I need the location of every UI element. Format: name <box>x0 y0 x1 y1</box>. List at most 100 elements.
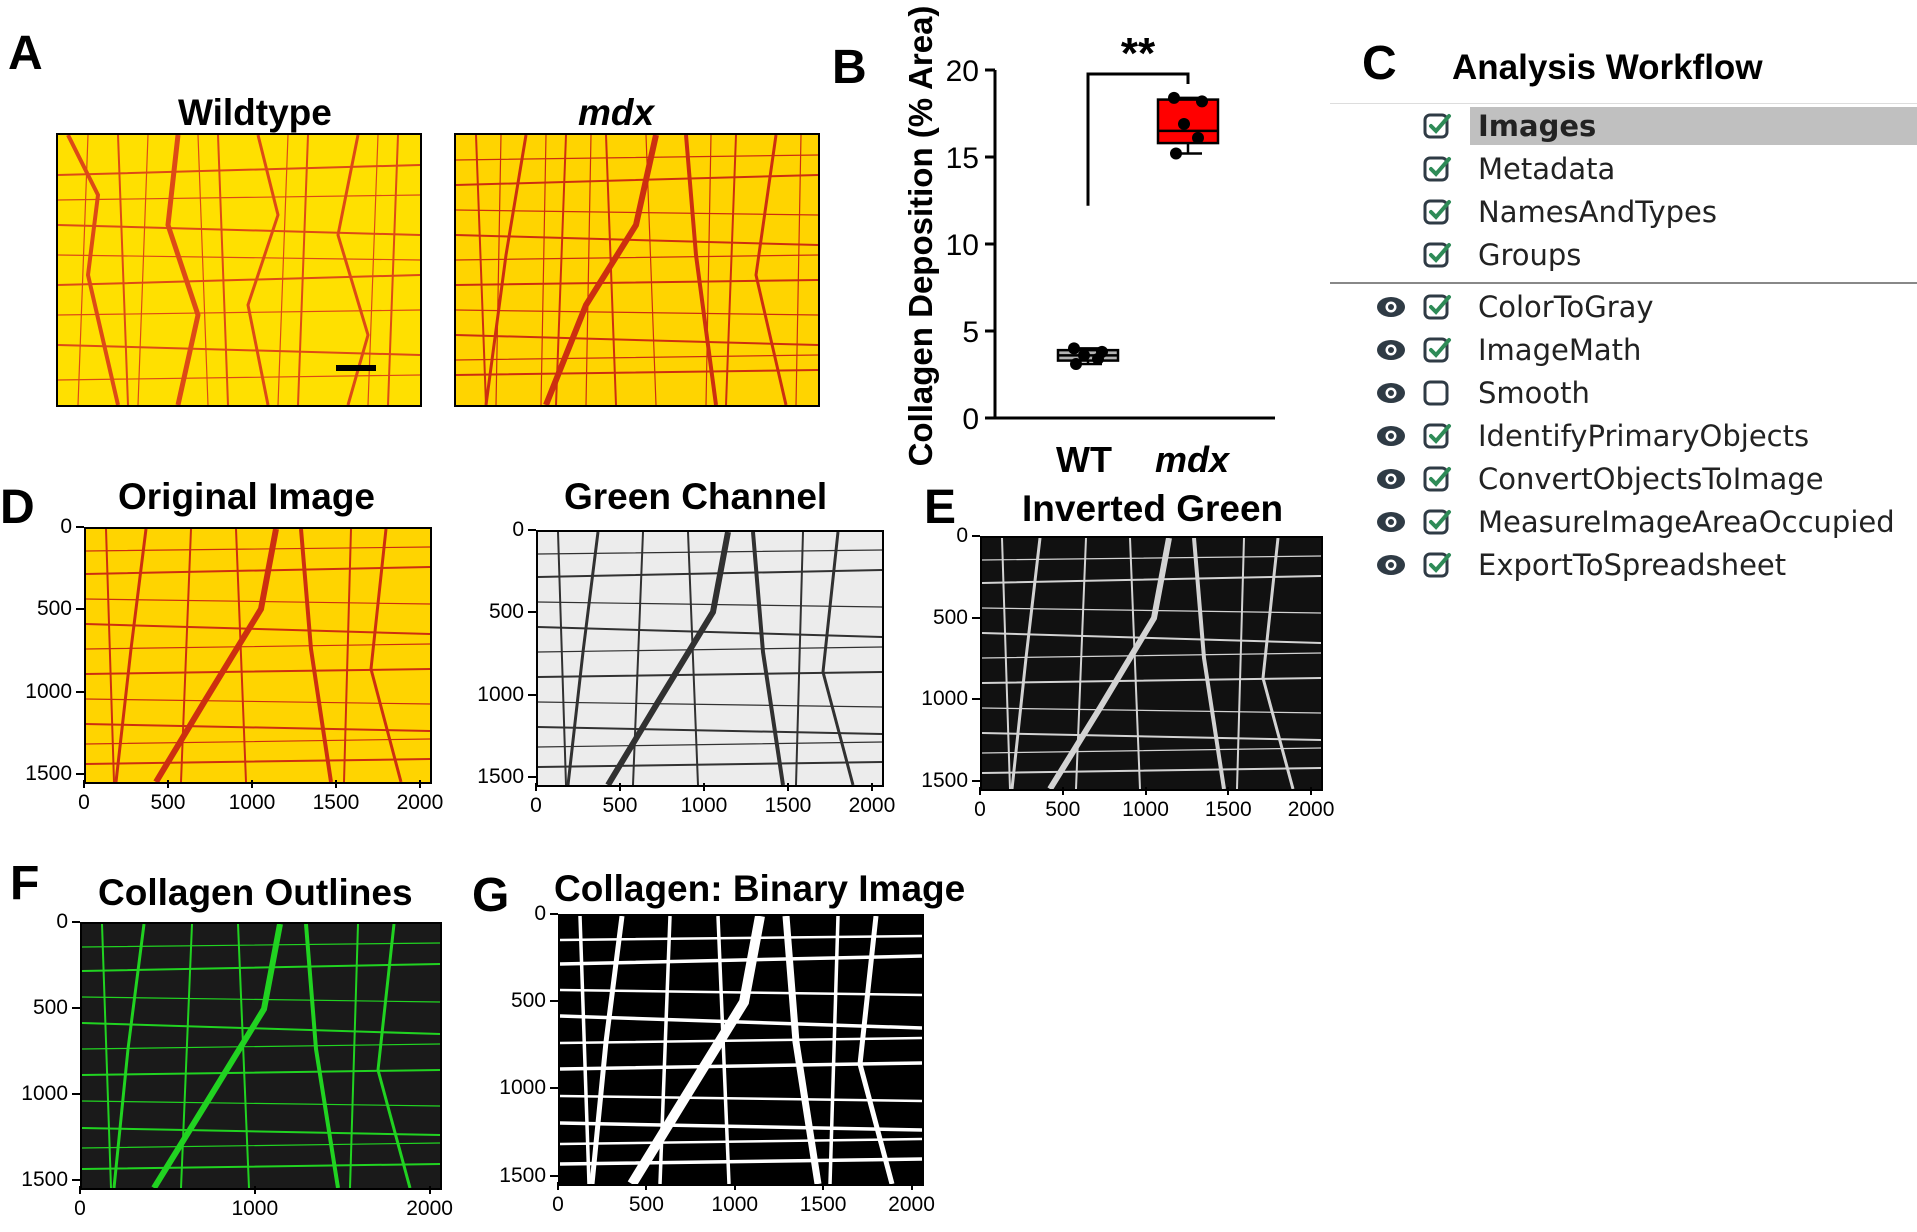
module-identifyprimaryobjects[interactable]: IdentifyPrimaryObjects <box>1330 415 1917 457</box>
original-xtick-mark <box>418 780 421 788</box>
green-xtick-mark <box>535 783 537 791</box>
panel-letter-a: A <box>8 27 43 80</box>
inverted-xtick-mark <box>1227 787 1230 795</box>
WT-point <box>1096 345 1108 358</box>
checkbox-checked-icon[interactable] <box>1422 154 1452 184</box>
y-tick-label: 20 <box>946 55 979 88</box>
binary-image-texture <box>560 916 922 1184</box>
eye-icon[interactable] <box>1376 380 1406 406</box>
outlines-ytick-mark <box>72 921 80 923</box>
panel-letter-c: C <box>1362 37 1397 90</box>
y-tick-label: 0 <box>962 403 979 436</box>
checkbox-checked-icon[interactable] <box>1422 421 1452 451</box>
binary-ytick-mark <box>550 1000 558 1003</box>
binary-xtick-mark <box>910 1182 913 1190</box>
mdx-point <box>1192 131 1204 144</box>
eye-icon[interactable] <box>1376 466 1406 492</box>
panel-letter-e: E <box>924 481 957 534</box>
checkbox-checked-icon[interactable] <box>1422 550 1452 580</box>
module-convertobjectstoimage[interactable]: ConvertObjectsToImage <box>1330 458 1917 500</box>
mdx-point <box>1196 95 1208 108</box>
outlines-xtick-mark <box>253 1186 256 1194</box>
inverted-xtick-label: 2000 <box>1287 798 1335 821</box>
module-label: Groups <box>1478 238 1582 272</box>
module-metadata[interactable]: Metadata <box>1330 148 1917 190</box>
inverted-green-title: Inverted Green <box>1022 488 1284 529</box>
significance-bracket <box>1086 72 1190 206</box>
binary-xtick-label: 1500 <box>799 1193 847 1216</box>
binary-ytick-mark <box>550 913 558 915</box>
original-xtick-mark <box>83 780 85 788</box>
checkbox-checked-icon[interactable] <box>1422 111 1452 141</box>
y-tick-label: 15 <box>946 142 979 175</box>
green-xtick-label: 2000 <box>848 794 896 817</box>
mdx-point <box>1178 117 1190 130</box>
green-ytick-label: 500 <box>488 600 524 624</box>
workflow-section-divider <box>1330 282 1917 284</box>
eye-icon[interactable] <box>1376 337 1406 363</box>
module-label: ImageMath <box>1478 333 1642 367</box>
eye-icon[interactable] <box>1376 552 1406 578</box>
outlines-xtick-label: 1000 <box>231 1197 279 1220</box>
WT-point <box>1078 349 1090 362</box>
checkbox-checked-icon[interactable] <box>1422 507 1452 537</box>
original-xtick-mark <box>334 780 337 788</box>
original-xtick-label: 500 <box>150 791 186 814</box>
green-xtick-label: 1500 <box>764 794 812 817</box>
original-ytick-label: 1000 <box>25 679 72 703</box>
green-ytick-mark <box>528 611 536 614</box>
original-xtick-label: 2000 <box>396 791 444 814</box>
checkbox-checked-icon[interactable] <box>1422 240 1452 270</box>
module-groups[interactable]: Groups <box>1330 234 1917 276</box>
eye-icon[interactable] <box>1376 423 1406 449</box>
panel-letter-g: G <box>472 869 510 922</box>
checkbox-unchecked-icon[interactable] <box>1422 378 1452 408</box>
y-tick-label: 5 <box>962 316 979 349</box>
module-label: MeasureImageAreaOccupied <box>1478 505 1895 539</box>
mdx-category-label: mdx <box>1155 439 1231 480</box>
binary-image-plot <box>558 914 924 1186</box>
module-images[interactable]: Images <box>1330 105 1917 147</box>
green-ytick-label: 1500 <box>477 765 524 789</box>
outlines-ytick-label: 1500 <box>21 1167 68 1191</box>
module-measureimageareaoccupied[interactable]: MeasureImageAreaOccupied <box>1330 501 1917 543</box>
green-channel-texture <box>538 532 882 785</box>
green-xtick-mark <box>702 783 705 791</box>
checkbox-checked-icon[interactable] <box>1422 464 1452 494</box>
wildtype-tissue-texture <box>58 135 420 405</box>
mdx-title: mdx <box>578 92 655 133</box>
checkbox-checked-icon[interactable] <box>1422 197 1452 227</box>
inverted-xtick-label: 0 <box>974 798 986 821</box>
checkbox-checked-icon[interactable] <box>1422 292 1452 322</box>
wildtype-micrograph <box>56 133 422 407</box>
checkbox-checked-icon[interactable] <box>1422 335 1452 365</box>
collagen-outlines-plot <box>80 922 442 1190</box>
outlines-ytick-label: 500 <box>32 995 68 1019</box>
green-xtick-label: 500 <box>602 794 638 817</box>
inverted-ytick-label: 1500 <box>921 769 968 793</box>
module-smooth[interactable]: Smooth <box>1330 372 1917 414</box>
binary-image-title: Collagen: Binary Image <box>554 868 966 909</box>
original-xtick-mark <box>250 780 253 788</box>
module-imagemath[interactable]: ImageMath <box>1330 329 1917 371</box>
workflow-top-divider <box>1330 103 1917 104</box>
green-ytick-label: 1000 <box>477 682 524 706</box>
outlines-ytick-mark <box>72 1178 80 1181</box>
mdx-micrograph <box>454 133 820 407</box>
outlines-ytick-label: 1000 <box>21 1081 68 1105</box>
eye-icon[interactable] <box>1376 509 1406 535</box>
WT-category-label: WT <box>1056 439 1112 480</box>
original-image-title: Original Image <box>118 476 376 517</box>
green-channel-plot <box>536 530 884 787</box>
significance-label: ** <box>1121 29 1156 78</box>
module-label: IdentifyPrimaryObjects <box>1478 419 1810 453</box>
eye-icon[interactable] <box>1376 294 1406 320</box>
module-colortogray[interactable]: ColorToGray <box>1330 286 1917 328</box>
inverted-green-plot <box>980 536 1323 791</box>
module-exporttospreadsheet[interactable]: ExportToSpreadsheet <box>1330 544 1917 586</box>
module-label: ExportToSpreadsheet <box>1478 548 1787 582</box>
inverted-ytick-mark <box>972 780 980 783</box>
module-namesandtypes[interactable]: NamesAndTypes <box>1330 191 1917 233</box>
panel-letter-d: D <box>0 481 35 534</box>
original-xtick-label: 0 <box>78 791 90 814</box>
